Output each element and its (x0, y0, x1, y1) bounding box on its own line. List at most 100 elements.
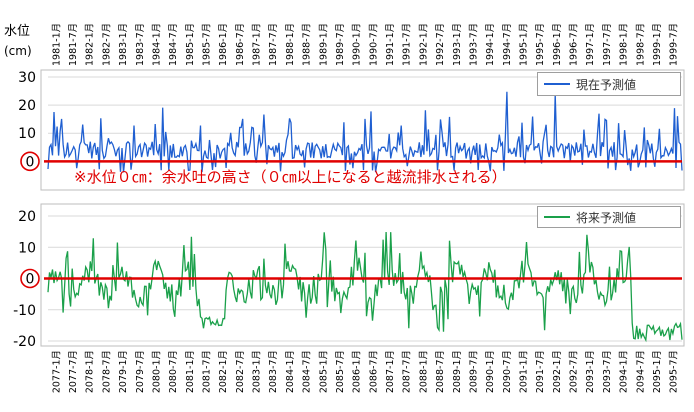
panel-current-frame (40, 69, 685, 191)
legend-future: 将来予測値 (537, 206, 681, 228)
panel-current-xtick-label: 1986-7月 (235, 23, 246, 66)
panel-future-xtick-label: 2086-1月 (352, 350, 363, 393)
panel-future-xtick-label: 2092-7月 (569, 350, 580, 393)
panel-future-xtick-label: 2095-1月 (652, 350, 663, 393)
panel-current-xtick-label: 1993-7月 (468, 23, 479, 66)
panel-future-ytick-label-zero: 0 (26, 272, 35, 288)
panel-current-xtick-label: 1996-7月 (569, 23, 580, 66)
legend-current-swatch (544, 83, 570, 85)
panel-future-xtick-label: 2094-7月 (635, 350, 646, 393)
panel-future-xtick-label: 2079-7月 (135, 350, 146, 393)
panel-current-xtick-label: 1999-1月 (652, 23, 663, 66)
panel-future-xtick-label: 2087-1月 (385, 350, 396, 393)
panel-future-xtick-label: 2095-7月 (669, 350, 680, 393)
panel-future-xtick-label: 2079-1月 (118, 350, 129, 393)
panel-current-xtick-label: 1985-1月 (185, 23, 196, 66)
legend-future-swatch (544, 216, 570, 218)
y-axis-title: 水位 (4, 24, 31, 39)
panel-current-xtick-label: 1991-7月 (402, 23, 413, 66)
panel-current-xtick-label: 1981-1月 (51, 23, 62, 66)
panel-current-xtick-label: 1995-1月 (519, 23, 530, 66)
panel-current-xtick-label: 1985-7月 (202, 23, 213, 66)
series-future-line (47, 231, 683, 343)
panel-future-xtick-label: 2094-1月 (619, 350, 630, 393)
panel-future-ytick-label: -10 (13, 303, 36, 319)
panel-current-xtick-label: 1989-7月 (335, 23, 346, 66)
panel-future-xtick-label: 2090-1月 (485, 350, 496, 393)
panel-current-xtick-label: 1994-7月 (502, 23, 513, 66)
legend-current-label: 現在予測値 (576, 77, 637, 92)
panel-future-ytick-label: -20 (13, 334, 36, 350)
panel-current-ytick-label-zero: 0 (26, 154, 35, 170)
panel-current-xtick-label: 1997-1月 (585, 23, 596, 66)
panel-future-xtick-label: 2084-1月 (285, 350, 296, 393)
panel-future-xtick-label: 2087-7月 (402, 350, 413, 393)
panel-future-xtick-label: 2090-7月 (502, 350, 513, 393)
panel-future-xtick-label: 2093-7月 (602, 350, 613, 393)
panel-current-xtick-label: 1999-7月 (669, 23, 680, 66)
panel-current-zero-circle (20, 151, 40, 172)
panel-future-xtick-label: 2080-7月 (168, 350, 179, 393)
panel-future-xtick-label: 2081-1月 (185, 350, 196, 393)
panel-future-xtick-label: 2077-7月 (68, 350, 79, 393)
panel-current-xtick-label: 1997-7月 (602, 23, 613, 66)
panel-current-xtick-label: 1987-1月 (252, 23, 263, 66)
y-axis-unit: (cm) (4, 44, 32, 58)
panel-future-xtick-label: 2089-7月 (468, 350, 479, 393)
panel-future-xtick-label: 2091-1月 (519, 350, 530, 393)
panel-current-ytick-label: 10 (18, 126, 36, 142)
panel-current-xtick-label: 1996-1月 (552, 23, 563, 66)
panel-current-xtick-label: 1986-1月 (218, 23, 229, 66)
panel-future-xtick-label: 2078-7月 (101, 350, 112, 393)
panel-current-ytick-label: 20 (18, 98, 36, 114)
panel-future-xtick-label: 2086-7月 (368, 350, 379, 393)
panel-current-xtick-label: 1990-1月 (352, 23, 363, 66)
panel-future-xtick-label: 2083-7月 (268, 350, 279, 393)
panel-future-xtick-label: 2078-1月 (85, 350, 96, 393)
panel-future-ytick-label: 20 (18, 209, 36, 225)
panel-future-xtick-label: 2089-1月 (452, 350, 463, 393)
panel-future-xtick-label: 2085-7月 (335, 350, 346, 393)
panel-future-frame (40, 203, 685, 347)
panel-future-xtick-label: 2088-1月 (418, 350, 429, 393)
panel-future-xtick-label: 2083-1月 (252, 350, 263, 393)
panel-current-xtick-label: 1998-1月 (619, 23, 630, 66)
panel-future-xtick-label: 2080-1月 (151, 350, 162, 393)
series-current-line (47, 91, 683, 173)
panel-current-xtick-label: 1994-1月 (485, 23, 496, 66)
panel-current-xtick-label: 1990-7月 (368, 23, 379, 66)
panel-current-ytick-label: 30 (18, 70, 36, 86)
panel-current-xtick-label: 1984-7月 (168, 23, 179, 66)
panel-current-xtick-label: 1982-7月 (101, 23, 112, 66)
panel-current-xtick-label: 1992-7月 (435, 23, 446, 66)
panel-future-ytick-label: 10 (18, 240, 36, 256)
panel-current-xtick-label: 1998-7月 (635, 23, 646, 66)
panel-current-xtick-label: 1988-1月 (285, 23, 296, 66)
panel-current-xtick-label: 1987-7月 (268, 23, 279, 66)
panel-current-xtick-label: 1982-1月 (85, 23, 96, 66)
panel-current-xtick-label: 1983-7月 (135, 23, 146, 66)
panel-future-xtick-label: 2092-1月 (552, 350, 563, 393)
panel-current-xtick-label: 1993-1月 (452, 23, 463, 66)
panel-current-xtick-label: 1983-1月 (118, 23, 129, 66)
panel-current-xtick-label: 1988-7月 (302, 23, 313, 66)
panel-future-xtick-label: 2082-1月 (218, 350, 229, 393)
panel-future-xtick-label: 2093-1月 (585, 350, 596, 393)
panel-future-xtick-label: 2082-7月 (235, 350, 246, 393)
panel-future-xtick-label: 2088-7月 (435, 350, 446, 393)
panel-future-xtick-label: 2077-1月 (51, 350, 62, 393)
panel-current-xtick-label: 1984-1月 (151, 23, 162, 66)
panel-current-xtick-label: 1989-1月 (318, 23, 329, 66)
panel-current-xtick-label: 1981-7月 (68, 23, 79, 66)
panel-future-xtick-label: 2091-7月 (535, 350, 546, 393)
legend-future-label: 将来予測値 (576, 210, 637, 225)
threshold-note: ※水位０㎝：余水吐の高さ（０㎝以上になると越流排水される） (74, 168, 507, 186)
legend-current: 現在予測値 (537, 72, 681, 96)
panel-current-xtick-label: 1995-7月 (535, 23, 546, 66)
panel-future-xtick-label: 2085-1月 (318, 350, 329, 393)
panel-future-zero-circle (20, 268, 40, 289)
panel-current-xtick-label: 1992-1月 (418, 23, 429, 66)
panel-current-xtick-label: 1991-1月 (385, 23, 396, 66)
